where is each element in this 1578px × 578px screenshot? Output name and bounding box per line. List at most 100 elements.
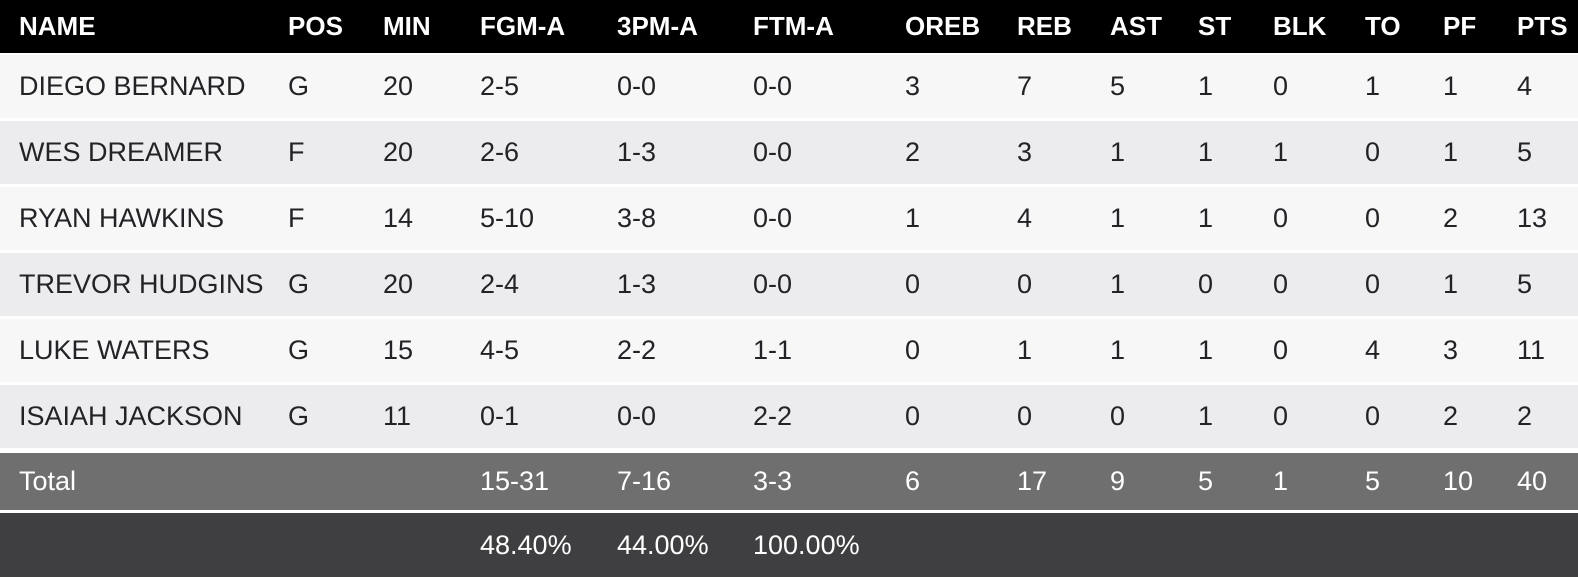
pct-ft: 100.00% (753, 513, 905, 577)
total-oreb: 6 (905, 451, 1017, 513)
cell-blk: 0 (1273, 187, 1365, 253)
cell-fgma: 2-4 (480, 253, 617, 319)
header-row: NAME POS MIN FGM-A 3PM-A FTM-A OREB REB … (0, 0, 1578, 55)
total-pf: 10 (1443, 451, 1517, 513)
cell-pf: 3 (1443, 319, 1517, 385)
cell-3pma: 2-2 (617, 319, 753, 385)
cell-blk: 0 (1273, 253, 1365, 319)
cell-pts: 2 (1517, 385, 1578, 451)
cell-reb: 1 (1017, 319, 1110, 385)
pct-empty (905, 513, 1017, 577)
total-3pma: 7-16 (617, 451, 753, 513)
total-ast: 9 (1110, 451, 1198, 513)
cell-pf: 1 (1443, 253, 1517, 319)
total-row: Total 15-31 7-16 3-3 6 17 9 5 1 5 10 40 (0, 451, 1578, 513)
cell-fgma: 2-6 (480, 121, 617, 187)
cell-pf: 2 (1443, 385, 1517, 451)
cell-min: 20 (383, 121, 480, 187)
cell-ast: 1 (1110, 253, 1198, 319)
total-label: Total (0, 451, 288, 513)
player-row: LUKE WATERS G 15 4-5 2-2 1-1 0 1 1 1 0 4… (0, 319, 1578, 385)
cell-reb: 3 (1017, 121, 1110, 187)
cell-oreb: 0 (905, 253, 1017, 319)
cell-fgma: 4-5 (480, 319, 617, 385)
cell-oreb: 3 (905, 55, 1017, 121)
pct-empty (1273, 513, 1365, 577)
cell-fgma: 2-5 (480, 55, 617, 121)
cell-oreb: 0 (905, 385, 1017, 451)
total-pts: 40 (1517, 451, 1578, 513)
cell-3pma: 0-0 (617, 385, 753, 451)
cell-pf: 2 (1443, 187, 1517, 253)
pct-empty (1017, 513, 1110, 577)
header-st: ST (1198, 0, 1273, 55)
cell-reb: 4 (1017, 187, 1110, 253)
cell-name: RYAN HAWKINS (0, 187, 288, 253)
total-st: 5 (1198, 451, 1273, 513)
cell-min: 20 (383, 253, 480, 319)
cell-pos: G (288, 319, 383, 385)
cell-pts: 13 (1517, 187, 1578, 253)
pct-empty (1110, 513, 1198, 577)
cell-reb: 7 (1017, 55, 1110, 121)
cell-pos: F (288, 187, 383, 253)
pct-empty (1443, 513, 1517, 577)
cell-to: 0 (1365, 253, 1443, 319)
cell-pts: 4 (1517, 55, 1578, 121)
cell-pos: G (288, 385, 383, 451)
cell-to: 0 (1365, 187, 1443, 253)
cell-name: TREVOR HUDGINS (0, 253, 288, 319)
percentage-row: 48.40% 44.00% 100.00% (0, 513, 1578, 577)
cell-ftma: 1-1 (753, 319, 905, 385)
cell-ftma: 0-0 (753, 121, 905, 187)
cell-blk: 0 (1273, 385, 1365, 451)
pct-empty (1365, 513, 1443, 577)
cell-pts: 11 (1517, 319, 1578, 385)
header-name: NAME (0, 0, 288, 55)
cell-reb: 0 (1017, 253, 1110, 319)
cell-ftma: 0-0 (753, 253, 905, 319)
header-blk: BLK (1273, 0, 1365, 55)
cell-pf: 1 (1443, 121, 1517, 187)
player-row: WES DREAMER F 20 2-6 1-3 0-0 2 3 1 1 1 0… (0, 121, 1578, 187)
total-ftma: 3-3 (753, 451, 905, 513)
cell-pos: G (288, 253, 383, 319)
cell-to: 1 (1365, 55, 1443, 121)
cell-ast: 1 (1110, 187, 1198, 253)
header-ftma: FTM-A (753, 0, 905, 55)
pct-empty (1517, 513, 1578, 577)
cell-pos: F (288, 121, 383, 187)
cell-min: 14 (383, 187, 480, 253)
cell-name: ISAIAH JACKSON (0, 385, 288, 451)
cell-name: LUKE WATERS (0, 319, 288, 385)
header-pts: PTS (1517, 0, 1578, 55)
player-row: TREVOR HUDGINS G 20 2-4 1-3 0-0 0 0 1 0 … (0, 253, 1578, 319)
cell-3pma: 1-3 (617, 253, 753, 319)
total-fgma: 15-31 (480, 451, 617, 513)
cell-blk: 0 (1273, 319, 1365, 385)
cell-ftma: 2-2 (753, 385, 905, 451)
cell-oreb: 0 (905, 319, 1017, 385)
cell-pos: G (288, 55, 383, 121)
cell-ftma: 0-0 (753, 55, 905, 121)
cell-name: WES DREAMER (0, 121, 288, 187)
cell-ast: 0 (1110, 385, 1198, 451)
cell-pf: 1 (1443, 55, 1517, 121)
cell-st: 1 (1198, 385, 1273, 451)
cell-blk: 1 (1273, 121, 1365, 187)
header-to: TO (1365, 0, 1443, 55)
cell-st: 1 (1198, 319, 1273, 385)
pct-empty (383, 513, 480, 577)
cell-3pma: 0-0 (617, 55, 753, 121)
header-pf: PF (1443, 0, 1517, 55)
total-min (383, 451, 480, 513)
cell-pts: 5 (1517, 121, 1578, 187)
cell-to: 0 (1365, 121, 1443, 187)
pct-empty (0, 513, 288, 577)
cell-oreb: 2 (905, 121, 1017, 187)
cell-3pma: 1-3 (617, 121, 753, 187)
total-to: 5 (1365, 451, 1443, 513)
player-row: RYAN HAWKINS F 14 5-10 3-8 0-0 1 4 1 1 0… (0, 187, 1578, 253)
total-reb: 17 (1017, 451, 1110, 513)
